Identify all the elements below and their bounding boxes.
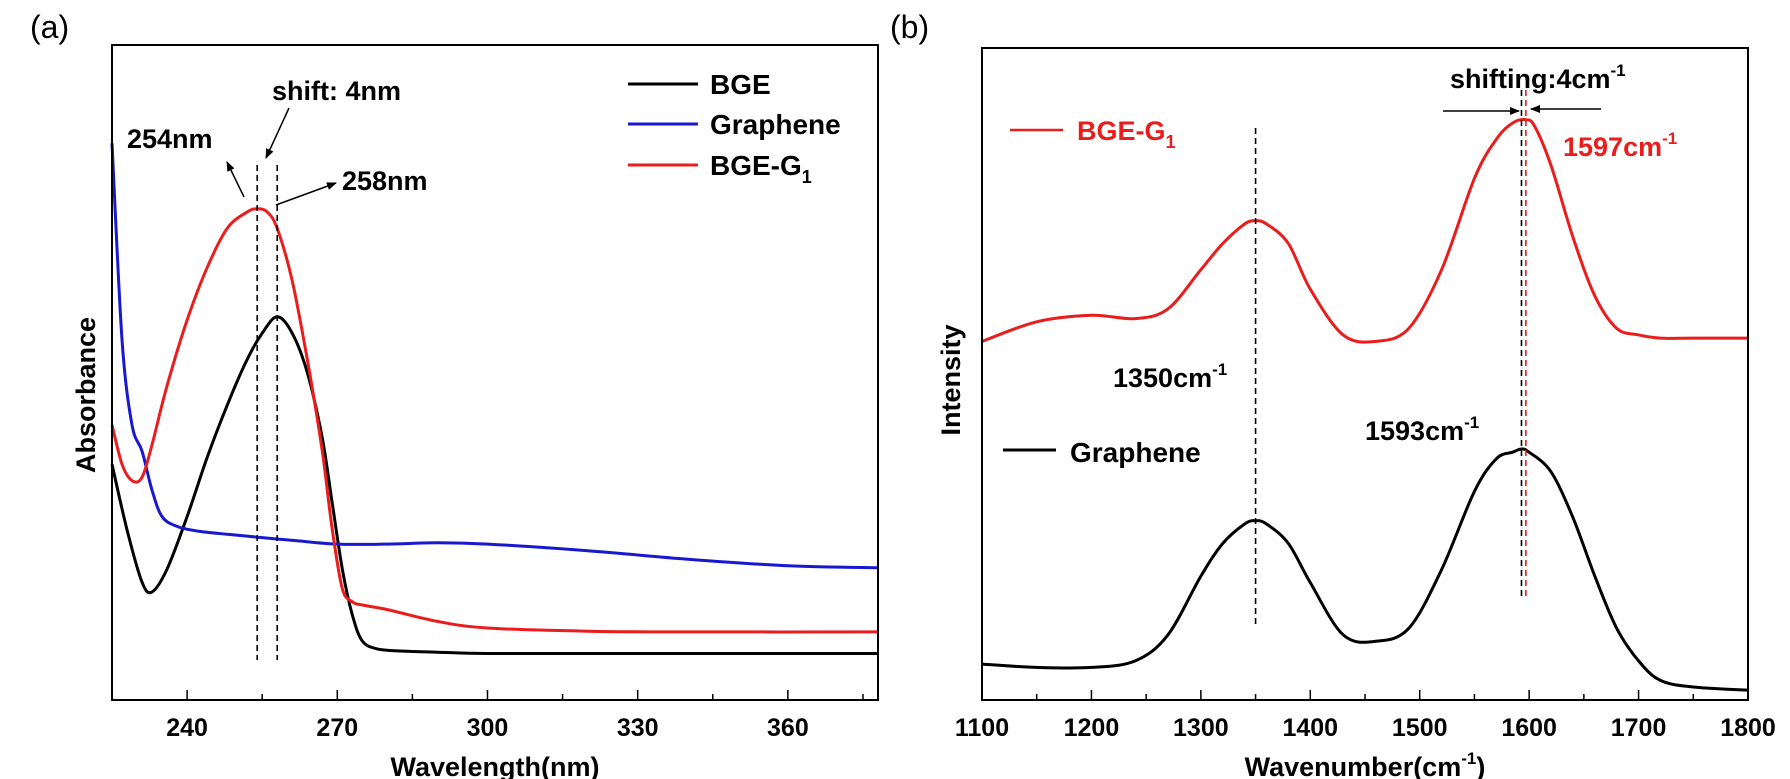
panel-b-x-ticks: 1100 1200 1300 1400 1500 1600 1700 1800	[955, 690, 1776, 742]
panel-a-series	[110, 143, 879, 656]
x-tick-label-330: 330	[617, 714, 659, 742]
x-tick-label-1700: 1700	[1611, 714, 1667, 742]
x-tick-label-1600: 1600	[1501, 714, 1557, 742]
series-line-graphene	[981, 447, 1749, 692]
panel-a-plot-frame	[111, 44, 879, 701]
panel-b-label: (b)	[890, 9, 929, 45]
x-tick-label-300: 300	[467, 714, 509, 742]
panel-b-reference-lines	[1254, 90, 1527, 625]
panel-b-label-graphene: Graphene	[1003, 437, 1201, 468]
x-tick-label-1300: 1300	[1173, 714, 1229, 742]
x-tick-label-240: 240	[166, 714, 208, 742]
annotation-1593: 1593cm-1	[1365, 413, 1479, 446]
panel-a-y-axis-label: Absorbance	[71, 317, 101, 473]
legend-label-bge: BGE	[710, 69, 771, 100]
annotation-1350: 1350cm-1	[1113, 360, 1227, 393]
panel-a: (a) 240 270 300 330 360 Wavelength(nm) Absor…	[30, 9, 879, 779]
panel-b-y-axis-label: Intensity	[936, 324, 966, 435]
panel-b-series	[981, 118, 1749, 692]
series-line-bge	[110, 315, 878, 656]
x-tick-label-270: 270	[316, 714, 358, 742]
x-tick-label-1500: 1500	[1392, 714, 1448, 742]
series-line-bge-g1	[981, 118, 1748, 344]
x-tick-label-1200: 1200	[1064, 714, 1120, 742]
panel-a-label: (a)	[30, 9, 69, 45]
x-tick-label-1800: 1800	[1720, 714, 1776, 742]
panel-a-x-axis-label: Wavelength(nm)	[391, 752, 600, 779]
x-tick-label-1400: 1400	[1282, 714, 1338, 742]
series-line-bge-g1	[110, 207, 879, 634]
arrow-shift	[265, 107, 290, 159]
annotation-1597: 1597cm-1	[1563, 129, 1677, 162]
legend-label-bge-g1: BGE-G1	[710, 150, 812, 187]
panel-b-x-axis-label: Wavenumber(cm-1)	[1245, 749, 1486, 779]
panel-a-x-ticks: 240 270 300 330 360	[111, 690, 864, 742]
annotation-258nm: 258nm	[342, 166, 428, 196]
annotation-shift-4nm: shift: 4nm	[272, 76, 401, 106]
series-label-bge-g1: BGE-G1	[1077, 116, 1176, 152]
arrow-258nm	[275, 182, 337, 206]
legend-label-graphene: Graphene	[710, 109, 841, 140]
panel-b-label-bge-g1: BGE-G1	[1010, 116, 1176, 152]
panel-a-reference-lines	[256, 165, 279, 660]
series-label-graphene: Graphene	[1070, 437, 1201, 468]
panel-a-legend: BGE Graphene BGE-G1	[628, 69, 841, 187]
x-tick-label-1100: 1100	[955, 714, 1009, 742]
panel-b: (b) 1100 1200 1300 1400 1500 1600 1700 1800 Wav…	[890, 9, 1776, 779]
arrow-254nm	[226, 161, 245, 198]
annotation-254nm: 254nm	[127, 124, 213, 154]
annotation-shifting: shifting:4cm-1	[1450, 61, 1626, 94]
x-tick-label-360: 360	[767, 714, 809, 742]
series-line-graphene	[110, 143, 879, 570]
